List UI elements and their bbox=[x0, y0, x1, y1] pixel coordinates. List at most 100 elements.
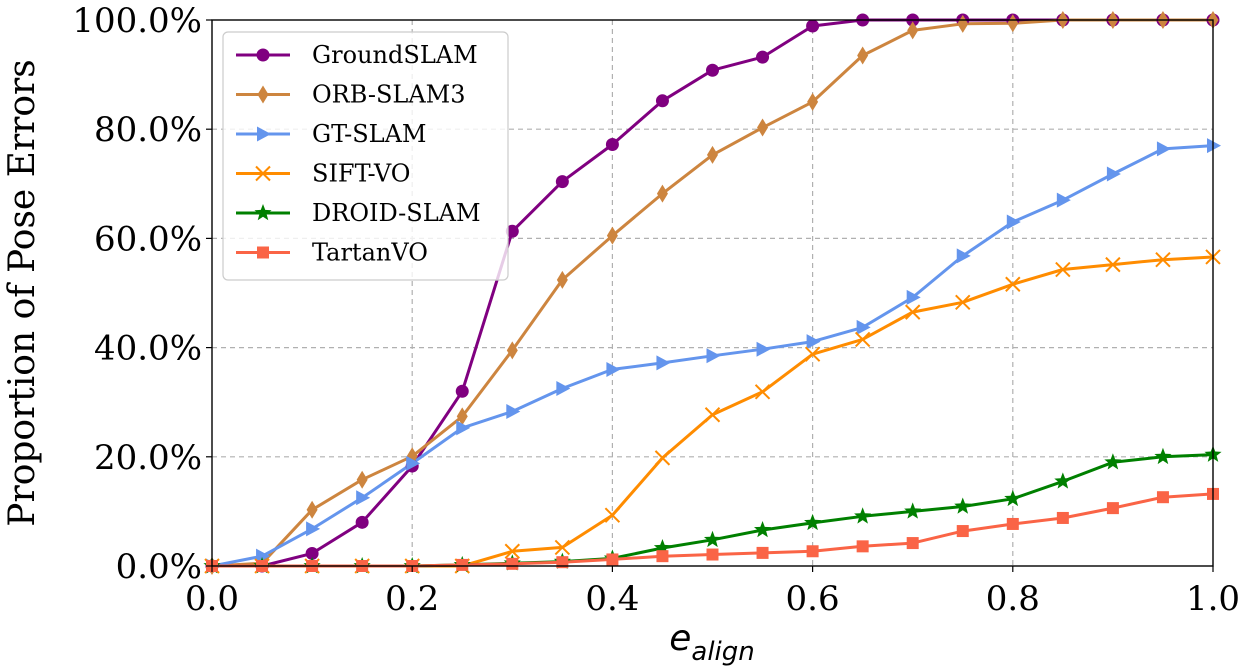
data-point-sift-vo bbox=[754, 384, 771, 400]
legend-label-tartanvo: TartanVO bbox=[312, 239, 428, 267]
data-point-tartanvo bbox=[1006, 517, 1019, 530]
data-point-tartanvo bbox=[1106, 502, 1119, 515]
data-point-orb-slam3 bbox=[757, 118, 769, 137]
data-point-droid-slam bbox=[1004, 489, 1022, 507]
data-point-tartanvo bbox=[756, 546, 769, 559]
data-point-droid-slam bbox=[954, 497, 972, 514]
legend-marker-droid-slam bbox=[254, 204, 272, 221]
data-point-gt-slam bbox=[1106, 166, 1121, 182]
y-tick-label: 40.0% bbox=[94, 329, 202, 369]
data-point-orb-slam3 bbox=[506, 341, 518, 360]
data-point-groundslam bbox=[555, 175, 569, 189]
data-point-tartanvo bbox=[706, 548, 719, 561]
data-point-tartanvo bbox=[1056, 511, 1069, 524]
data-point-droid-slam bbox=[703, 530, 722, 548]
data-point-sift-vo bbox=[654, 450, 671, 466]
legend-marker-groundslam bbox=[256, 48, 270, 62]
x-tick-label: 0.8 bbox=[986, 579, 1040, 619]
legend-frame bbox=[222, 31, 509, 281]
data-point-sift-vo bbox=[604, 507, 621, 523]
data-point-gt-slam bbox=[906, 289, 921, 305]
data-point-orb-slam3 bbox=[1007, 14, 1019, 33]
plot-frame bbox=[211, 19, 1214, 567]
data-point-gt-slam bbox=[606, 361, 621, 377]
data-point-tartanvo bbox=[456, 558, 469, 571]
y-tick-label: 20.0% bbox=[94, 438, 202, 478]
data-point-orb-slam3 bbox=[656, 184, 668, 203]
data-point-sift-vo bbox=[1155, 251, 1171, 268]
data-point-orb-slam3 bbox=[306, 500, 318, 519]
data-point-orb-slam3 bbox=[356, 470, 368, 489]
data-point-droid-slam bbox=[804, 513, 822, 531]
data-point-droid-slam bbox=[1054, 472, 1072, 489]
data-point-gt-slam bbox=[256, 548, 271, 564]
legend-marker-tartanvo bbox=[257, 246, 269, 259]
data-point-sift-vo bbox=[804, 346, 821, 362]
data-point-orb-slam3 bbox=[807, 92, 819, 111]
legend-label-sift-vo: SIFT-VO bbox=[312, 160, 410, 188]
data-point-sift-vo bbox=[955, 294, 971, 310]
data-point-orb-slam3 bbox=[857, 46, 869, 65]
legend: GroundSLAM ORB-SLAM3 GT-SLAM SIFT-VO DROID-S… bbox=[222, 31, 509, 281]
data-point-sift-vo bbox=[904, 304, 921, 320]
data-point-gt-slam bbox=[656, 355, 671, 371]
data-point-tartanvo bbox=[806, 545, 819, 558]
legend-label-orb-slam3: ORB-SLAM3 bbox=[312, 81, 466, 109]
data-point-groundslam bbox=[655, 94, 669, 108]
data-point-tartanvo bbox=[556, 556, 569, 569]
data-point-orb-slam3 bbox=[707, 145, 718, 164]
data-point-gt-slam bbox=[456, 420, 471, 436]
data-point-droid-slam bbox=[904, 502, 922, 519]
x-axis-label: ealign bbox=[669, 618, 755, 667]
legend-marker-gt-slam bbox=[257, 126, 271, 142]
data-point-gt-slam bbox=[356, 490, 371, 506]
legend-marker-sift-vo bbox=[255, 165, 271, 182]
x-tick-label: 0.2 bbox=[385, 579, 439, 619]
data-point-gt-slam bbox=[1207, 138, 1221, 154]
data-point-groundslam bbox=[505, 224, 519, 238]
data-point-sift-vo bbox=[704, 407, 721, 423]
data-point-droid-slam bbox=[854, 507, 872, 524]
data-point-tartanvo bbox=[856, 540, 869, 553]
data-point-gt-slam bbox=[1006, 214, 1021, 230]
data-point-tartanvo bbox=[606, 553, 619, 566]
x-tick-label: 0.0 bbox=[185, 579, 239, 619]
data-point-gt-slam bbox=[506, 403, 521, 419]
y-tick-label: 80.0% bbox=[94, 110, 202, 150]
data-point-tartanvo bbox=[1156, 491, 1169, 504]
legend-label-gt-slam: GT-SLAM bbox=[312, 120, 426, 148]
data-point-groundslam bbox=[455, 384, 469, 398]
data-point-gt-slam bbox=[956, 248, 971, 264]
legend-label-groundslam: GroundSLAM bbox=[312, 41, 478, 69]
x-axis-label-main: e bbox=[669, 618, 691, 659]
data-point-sift-vo bbox=[1005, 276, 1021, 292]
data-point-gt-slam bbox=[856, 319, 871, 335]
y-tick-label: 60.0% bbox=[94, 219, 202, 259]
data-point-gt-slam bbox=[706, 348, 721, 364]
x-axis-ticks: 0.0 0.2 0.4 0.6 0.8 1.0 bbox=[185, 566, 1240, 619]
data-point-orb-slam3 bbox=[606, 226, 618, 245]
data-point-gt-slam bbox=[556, 381, 571, 397]
data-point-tartanvo bbox=[506, 557, 519, 570]
x-axis-label-subscript: align bbox=[691, 637, 754, 667]
data-point-droid-slam bbox=[1154, 447, 1172, 465]
data-point-sift-vo bbox=[1105, 256, 1121, 273]
y-tick-label: 0.0% bbox=[116, 547, 202, 587]
data-point-orb-slam3 bbox=[907, 21, 919, 40]
data-point-sift-vo bbox=[1055, 261, 1071, 278]
data-point-gt-slam bbox=[806, 334, 821, 350]
data-point-groundslam bbox=[756, 50, 770, 64]
data-point-sift-vo bbox=[554, 539, 571, 556]
y-axis-ticks: 0.0% 20.0% 40.0% 60.0% 80.0% 100.0% bbox=[72, 1, 212, 587]
data-point-gt-slam bbox=[756, 341, 771, 357]
data-point-gt-slam bbox=[1056, 192, 1071, 208]
x-tick-label: 1.0 bbox=[1186, 579, 1240, 619]
data-point-gt-slam bbox=[306, 521, 321, 537]
data-point-groundslam bbox=[305, 546, 319, 560]
data-point-gt-slam bbox=[406, 455, 421, 471]
y-tick-label: 100.0% bbox=[72, 1, 202, 41]
data-point-groundslam bbox=[605, 137, 619, 151]
data-point-orb-slam3 bbox=[957, 14, 969, 33]
data-point-droid-slam bbox=[653, 538, 672, 556]
